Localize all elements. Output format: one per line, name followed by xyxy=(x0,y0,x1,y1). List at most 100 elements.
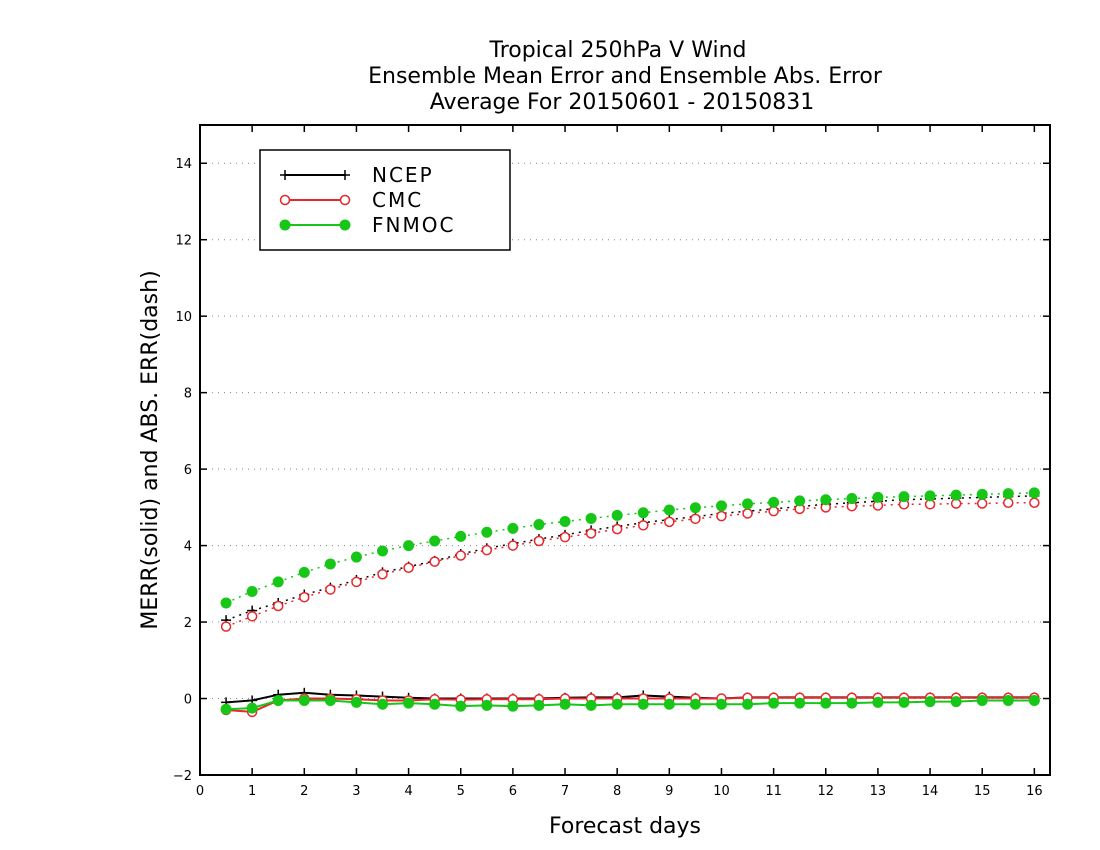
plot-frame xyxy=(199,124,1051,776)
gridlines xyxy=(200,162,1050,776)
abs-err-point xyxy=(429,556,440,567)
x-tick-label: 2 xyxy=(300,784,308,799)
series-fnmoc xyxy=(220,487,1040,715)
merr-point xyxy=(481,699,493,711)
abs-err-line xyxy=(225,492,1035,604)
abs-err-point xyxy=(715,500,727,512)
y-tick-label: 12 xyxy=(175,234,192,249)
y-tick-label: −2 xyxy=(173,769,192,784)
x-tick-label: 11 xyxy=(765,784,782,799)
legend-label: CMC xyxy=(372,188,423,212)
merr-point xyxy=(976,694,988,706)
series-ncep xyxy=(221,490,1040,708)
merr-point xyxy=(794,697,806,709)
abs-err-point xyxy=(533,535,545,547)
x-tick-label: 15 xyxy=(974,784,991,799)
abs-err-point xyxy=(794,495,806,507)
y-tick-label: 0 xyxy=(184,693,192,708)
merr-point xyxy=(950,696,962,708)
y-tick-label: 10 xyxy=(175,310,192,325)
merr-point xyxy=(246,702,258,714)
merr-point xyxy=(585,699,597,711)
merr-point xyxy=(559,698,571,710)
y-tick-label: 14 xyxy=(175,157,192,172)
merr-point xyxy=(1002,694,1014,706)
abs-err-line xyxy=(225,502,1035,628)
x-tick-label: 5 xyxy=(457,784,465,799)
x-axis: 0 1 2 3 4 5 6 7 8 9 10 11 12 13 14 15 16 xyxy=(196,125,1043,799)
abs-err-point xyxy=(637,507,649,519)
y-axis-label: MERR(solid) and ABS. ERR(dash) xyxy=(138,270,163,629)
abs-err-point xyxy=(716,510,727,522)
legend-marker xyxy=(280,170,290,180)
merr-point xyxy=(846,697,858,709)
abs-err-point xyxy=(351,576,362,588)
abs-err-point xyxy=(377,569,388,580)
legend-item-cmc: CMC xyxy=(279,188,423,212)
series-layer xyxy=(220,487,1040,718)
abs-err-point xyxy=(403,540,415,552)
x-tick-label: 3 xyxy=(352,784,360,799)
legend-item-fnmoc: FNMOC xyxy=(279,213,453,237)
abs-err-point xyxy=(324,558,336,570)
abs-err-point xyxy=(455,550,466,561)
merr-point xyxy=(872,696,884,708)
merr-point xyxy=(715,698,727,710)
abs-err-point xyxy=(664,516,675,528)
x-tick-label: 14 xyxy=(922,784,939,799)
abs-err-point xyxy=(976,498,988,509)
merr-point xyxy=(455,700,467,712)
merr-point xyxy=(220,703,232,715)
merr-point xyxy=(272,694,284,706)
abs-err-point xyxy=(220,621,232,632)
y-axis: −2 0 2 4 6 8 10 12 14 xyxy=(173,157,1050,784)
merr-point xyxy=(1028,694,1040,706)
abs-err-point xyxy=(429,535,441,547)
y-tick-label: 6 xyxy=(184,463,192,478)
legend-marker xyxy=(279,219,291,231)
abs-err-point xyxy=(481,526,493,538)
legend-marker xyxy=(339,219,351,231)
merr-point xyxy=(507,700,519,712)
x-axis-label: Forecast days xyxy=(549,814,701,839)
abs-err-point xyxy=(768,505,779,517)
merr-point xyxy=(298,694,310,706)
merr-point xyxy=(611,698,623,710)
merr-point xyxy=(742,698,754,710)
merr-point xyxy=(533,699,545,711)
merr-point xyxy=(637,698,649,710)
abs-err-point xyxy=(638,520,649,531)
abs-err-point xyxy=(820,494,832,506)
abs-err-point xyxy=(846,493,858,505)
x-tick-label: 1 xyxy=(248,784,256,799)
abs-err-point xyxy=(898,491,910,503)
merr-point xyxy=(377,698,389,710)
abs-err-point xyxy=(455,530,467,542)
abs-err-point xyxy=(1002,488,1014,500)
abs-err-point xyxy=(611,509,623,521)
abs-err-point xyxy=(976,488,988,500)
abs-err-point xyxy=(1028,487,1040,499)
legend-marker xyxy=(279,194,291,206)
merr-point xyxy=(429,698,441,710)
legend-label: NCEP xyxy=(372,163,434,187)
merr-point xyxy=(689,698,701,710)
abs-err-point xyxy=(768,496,780,508)
merr-line xyxy=(226,699,1035,711)
abs-err-point xyxy=(246,585,258,597)
abs-err-point xyxy=(689,502,701,514)
title-line-1: Tropical 250hPa V Wind xyxy=(488,38,746,63)
abs-err-point xyxy=(246,611,258,622)
x-tick-label: 8 xyxy=(613,784,621,799)
title-line-2: Ensemble Mean Error and Ensemble Abs. Er… xyxy=(368,64,883,89)
merr-point xyxy=(350,696,362,708)
abs-err-point xyxy=(690,513,701,525)
legend-marker xyxy=(340,170,350,180)
abs-err-point xyxy=(742,498,754,510)
abs-err-point xyxy=(559,531,571,543)
abs-err-point xyxy=(403,562,414,574)
abs-err-point xyxy=(507,522,519,534)
